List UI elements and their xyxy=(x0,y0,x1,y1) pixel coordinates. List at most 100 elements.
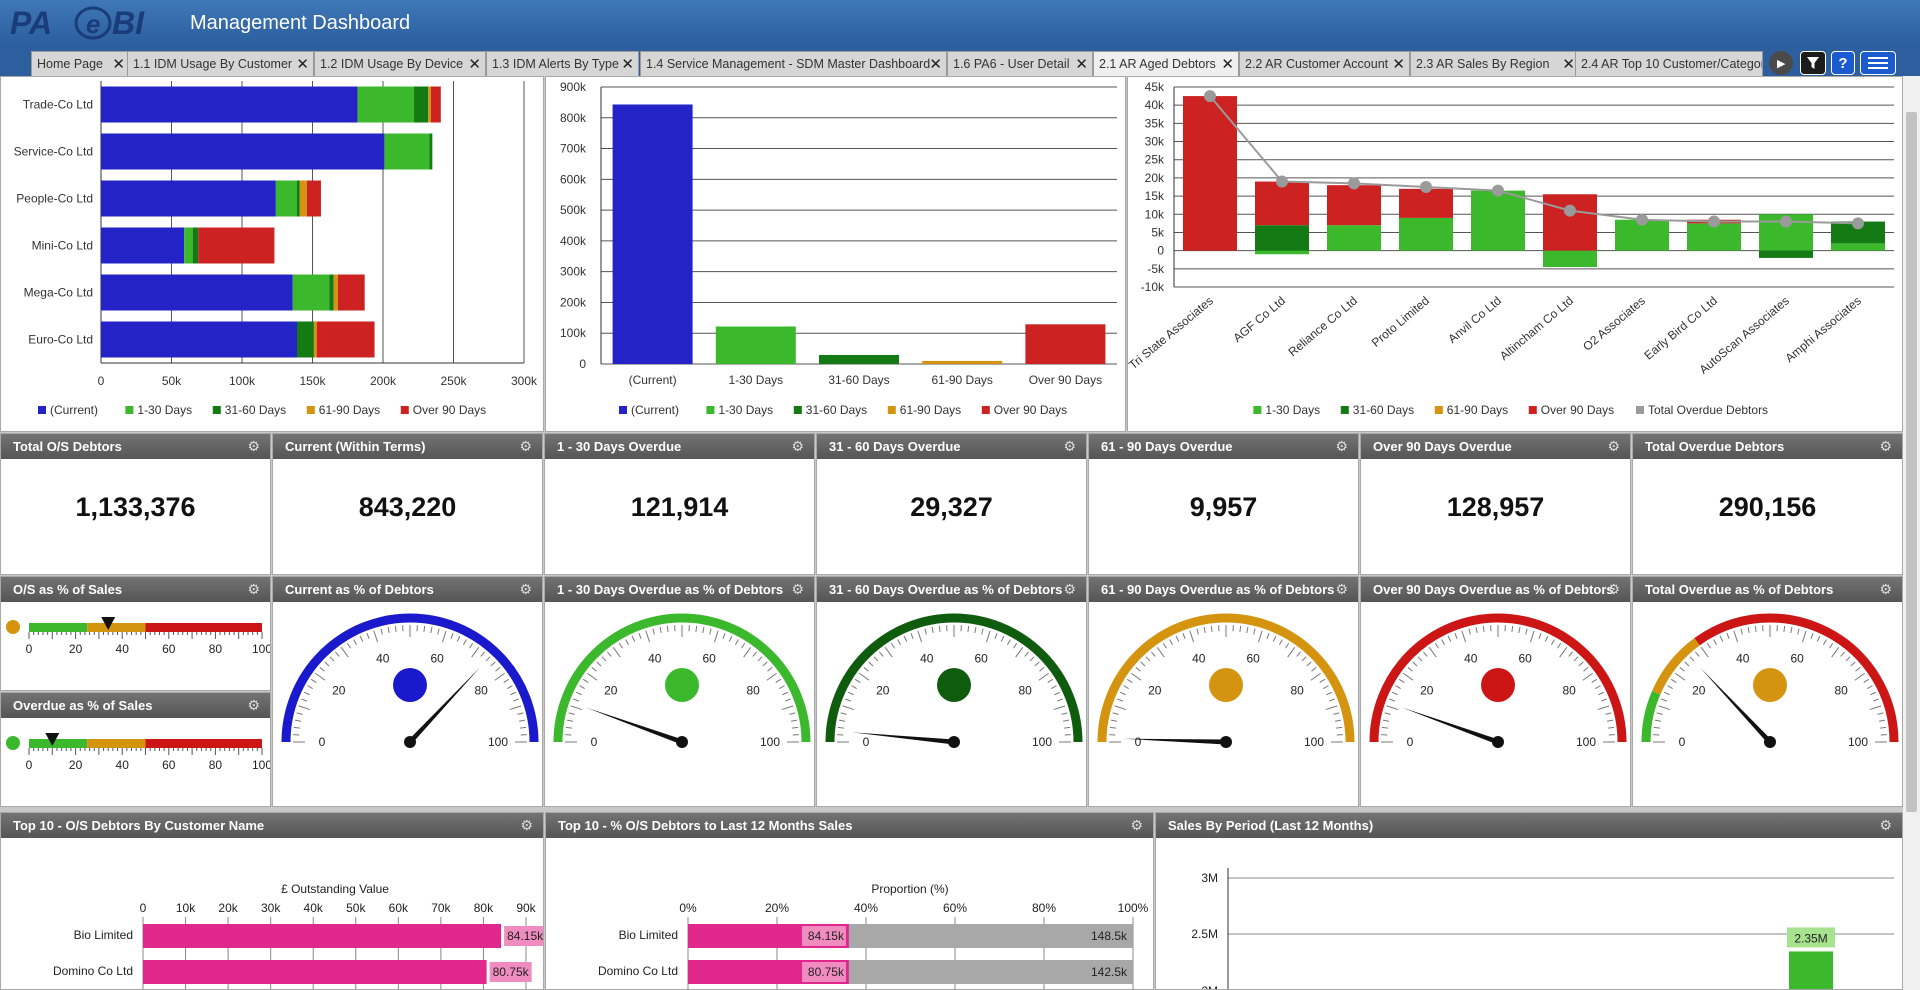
gauge-tick xyxy=(1015,647,1024,658)
gauge-tick xyxy=(494,672,505,681)
legend-swatch xyxy=(1434,406,1443,414)
help-icon[interactable]: ? xyxy=(1831,51,1855,75)
menu-icon[interactable] xyxy=(1860,51,1896,75)
gear-icon[interactable]: ⚙ xyxy=(1130,817,1143,833)
close-icon[interactable]: ✕ xyxy=(296,56,309,73)
gear-icon[interactable]: ⚙ xyxy=(519,581,532,597)
gauge-tick xyxy=(743,647,752,658)
play-icon[interactable]: ▸ xyxy=(1769,51,1793,75)
x-tick-label: 80% xyxy=(1032,901,1056,915)
close-icon[interactable]: ✕ xyxy=(1075,56,1088,73)
total-point xyxy=(1852,217,1864,230)
gauge-marker xyxy=(45,733,60,746)
gauge-tick xyxy=(767,667,773,672)
scrollbar-thumb[interactable] xyxy=(1906,112,1917,812)
x-tick-label: Early Bird Co Ltd xyxy=(1641,294,1719,363)
bar-segment xyxy=(296,180,300,217)
tab-home-page[interactable]: Home Page ✕ xyxy=(31,51,130,76)
gear-icon[interactable]: ⚙ xyxy=(1063,438,1076,454)
panel-title: Sales By Period (Last 12 Months) ⚙ xyxy=(1156,813,1902,838)
y-tick-label: 600k xyxy=(560,172,587,186)
gauge-tick xyxy=(625,639,629,645)
close-icon[interactable]: ✕ xyxy=(112,56,125,73)
gauge-tick xyxy=(1658,705,1671,711)
y-tick-label: 400k xyxy=(560,234,587,248)
gear-icon[interactable]: ⚙ xyxy=(247,438,260,454)
tab-1-4[interactable]: 1.4 Service Management - SDM Master Dash… xyxy=(640,51,947,76)
gauge-tick xyxy=(1706,642,1711,649)
gauge-tick xyxy=(1434,642,1439,649)
gauge-arc xyxy=(281,613,539,743)
close-icon[interactable]: ✕ xyxy=(621,56,634,73)
gauge-tick xyxy=(1306,661,1312,667)
bar-segment xyxy=(428,86,431,123)
tab-1-3[interactable]: 1.3 IDM Alerts By Type ✕ xyxy=(486,51,639,76)
legend-swatch xyxy=(706,406,715,414)
dial-gauge: 0 20 40 60 80 100 xyxy=(1097,613,1355,749)
x-tick-label: Proto Limited xyxy=(1369,294,1432,350)
close-icon[interactable]: ✕ xyxy=(468,56,481,73)
gear-icon[interactable]: ⚙ xyxy=(1879,817,1892,833)
gear-icon[interactable]: ⚙ xyxy=(1063,581,1076,597)
gear-icon[interactable]: ⚙ xyxy=(1335,438,1348,454)
legend-swatch xyxy=(981,406,990,414)
bar-segment xyxy=(1255,225,1309,251)
close-icon[interactable]: ✕ xyxy=(1562,56,1575,73)
gauge-tick xyxy=(757,656,763,662)
gear-icon[interactable]: ⚙ xyxy=(247,581,260,597)
close-icon[interactable]: ✕ xyxy=(1221,56,1234,73)
gauge-tick xyxy=(303,691,310,696)
gauge-tick xyxy=(722,633,726,639)
bar-segment xyxy=(101,133,385,170)
gear-icon[interactable]: ⚙ xyxy=(247,697,260,713)
gauge-tick xyxy=(1855,667,1861,672)
gear-icon[interactable]: ⚙ xyxy=(1879,438,1892,454)
gauge-tick xyxy=(1253,628,1256,635)
gear-icon[interactable]: ⚙ xyxy=(1607,438,1620,454)
gauge-tick xyxy=(1854,672,1865,681)
tab-bar: Home Page ✕ 1.1 IDM Usage By Customer ✕ 1.… xyxy=(0,48,1920,76)
gear-icon[interactable]: ⚙ xyxy=(520,817,533,833)
category-label: Mini-Co Ltd xyxy=(32,239,93,253)
gauge-tick-label: 100 xyxy=(1032,735,1052,749)
gauge-tick xyxy=(423,625,426,632)
gear-icon[interactable]: ⚙ xyxy=(791,581,804,597)
gear-icon[interactable]: ⚙ xyxy=(519,438,532,454)
gauge-tick xyxy=(903,635,908,642)
gauge-tick-label: 60 xyxy=(703,651,717,665)
close-icon[interactable]: ✕ xyxy=(1392,56,1405,73)
tab-1-2[interactable]: 1.2 IDM Usage By Device ✕ xyxy=(314,51,486,76)
filter-icon[interactable] xyxy=(1800,51,1826,75)
gauge-tick xyxy=(645,630,651,643)
top10-value-chart: £ Outstanding Value 0 10k 20k 30k 40k 50k 60k 70… xyxy=(53,882,543,989)
y-tick-label: 25k xyxy=(1145,153,1165,167)
total-point xyxy=(1204,90,1216,103)
tab-1-6[interactable]: 1.6 PA6 - User Detail ✕ xyxy=(947,51,1093,76)
row-label: Domino Co Ltd xyxy=(53,964,133,978)
tab-1-1[interactable]: 1.1 IDM Usage By Customer ✕ xyxy=(127,51,314,76)
gear-icon[interactable]: ⚙ xyxy=(1607,581,1620,597)
gear-icon[interactable]: ⚙ xyxy=(791,438,804,454)
tab-2-2[interactable]: 2.2 AR Customer Account ✕ xyxy=(1239,51,1410,76)
data-label: 148.5k xyxy=(1091,929,1128,943)
gauge-tick xyxy=(1598,691,1605,696)
gauge-tick xyxy=(728,635,733,642)
gauge-tick xyxy=(1544,635,1549,642)
bar-segment xyxy=(101,274,293,311)
gauge-tick xyxy=(1597,705,1610,711)
gauge-tick xyxy=(607,651,612,657)
tab-2-1[interactable]: 2.1 AR Aged Debtors ✕ xyxy=(1093,51,1239,76)
close-icon[interactable]: ✕ xyxy=(929,56,942,73)
gauge-tick xyxy=(601,656,607,662)
gauge-tick xyxy=(1823,639,1827,645)
data-label-bg xyxy=(1787,927,1835,948)
gear-icon[interactable]: ⚙ xyxy=(1335,581,1348,597)
gauge-tick-label: 0 xyxy=(591,735,598,749)
dial-61-90-pct: 61 - 90 Days Overdue as % of Debtors ⚙ 0 2… xyxy=(1088,576,1359,807)
legend-item: Over 90 Days xyxy=(1541,403,1614,417)
gauge-tick xyxy=(373,630,379,643)
tab-2-4[interactable]: 2.4 AR Top 10 Customer/Category xyxy=(1575,51,1763,76)
gear-icon[interactable]: ⚙ xyxy=(1879,581,1892,597)
tab-2-3[interactable]: 2.3 AR Sales By Region ✕ xyxy=(1410,51,1580,76)
bar xyxy=(715,326,796,364)
